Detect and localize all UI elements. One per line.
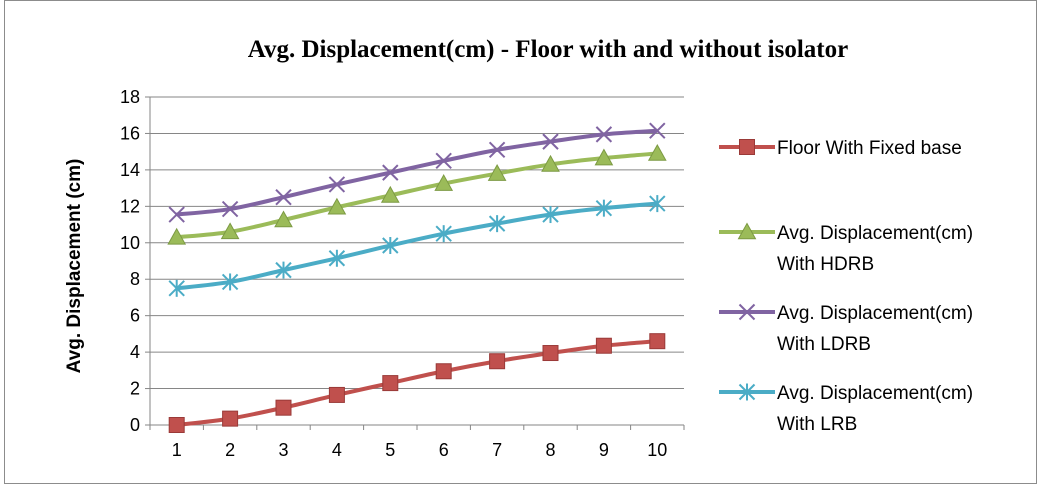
data-point [382,237,399,255]
legend-entry-1: Floor With Fixed base [719,138,962,159]
data-point [220,222,240,240]
data-point [542,345,559,362]
series-3 [168,122,666,223]
data-point [275,189,292,206]
x-tick-label: 10 [647,440,667,460]
data-point [489,353,506,370]
data-point [274,210,293,228]
x-tick-label: 7 [492,440,502,460]
y-tick-label: 10 [120,233,140,253]
x-tick-label: 6 [439,440,449,460]
data-point [435,225,452,243]
chart-title: Avg. Displacement(cm) - Floor with and w… [248,36,848,63]
data-point [434,174,454,191]
legend-label: Avg. Displacement(cm) [777,383,973,404]
legend-entry-3: Avg. Displacement(cm) With LDRB [719,303,973,355]
x-tick-label: 5 [385,440,395,460]
x-tick-label: 4 [332,440,342,460]
data-point [380,185,400,203]
data-point [487,164,507,181]
data-point [541,154,560,172]
data-point [542,133,559,150]
chart-frame: Avg. Displacement(cm) - Floor with and w… [4,0,1037,484]
data-point [435,363,452,380]
data-point [382,375,399,392]
data-point [488,141,506,159]
y-tick-label: 4 [130,342,140,362]
data-point [275,261,292,279]
data-point [595,126,613,143]
series-1 [168,333,666,433]
y-tick-label: 12 [120,196,140,216]
series-line [176,128,658,217]
legend-label: Avg. Displacement(cm) [777,303,973,324]
legend-entry-2: Avg. Displacement(cm) With HDRB [719,222,973,275]
legend-marker [738,303,756,321]
y-tick-label: 18 [120,87,140,107]
data-point [168,417,185,433]
data-point [328,176,346,193]
data-point [222,410,239,427]
legend-marker [737,222,757,240]
x-tick-label: 1 [172,440,182,460]
series-line [176,201,658,291]
series-2 [167,143,667,245]
data-point [649,122,666,139]
y-tick-label: 6 [130,306,140,326]
legend-label: Avg. Displacement(cm) [777,223,973,244]
axes [145,96,685,430]
x-tick-label: 9 [599,440,609,460]
series-line [176,339,658,427]
data-point [488,215,506,233]
data-point [647,143,667,161]
legend-entry-4: Avg. Displacement(cm) With LRB [719,383,973,435]
data-point [275,399,292,416]
legend-label: With LDRB [777,334,871,355]
data-point [221,200,239,218]
y-tick-label: 0 [130,415,140,435]
data-point [649,333,666,350]
data-point [168,279,185,297]
data-point [594,148,614,166]
data-point [327,197,347,215]
legend-marker [738,383,756,401]
data-point [649,195,666,213]
data-point [168,206,185,223]
data-point [328,386,345,403]
legend-marker [739,139,755,155]
data-point [167,227,187,245]
x-tick-label: 8 [545,440,555,460]
series-lines [167,122,667,433]
legend-label: With LRB [777,414,857,435]
legend-label: With HDRB [777,254,874,275]
data-point [382,164,399,181]
data-point [435,152,452,169]
data-point [221,273,239,291]
data-point [328,249,346,267]
data-point [595,199,613,217]
x-tick-label: 3 [278,440,288,460]
y-tick-label: 8 [130,269,140,289]
series-line [176,151,658,240]
y-tick-label: 2 [130,379,140,399]
data-point [595,337,612,354]
legend-label: Floor With Fixed base [777,138,962,159]
x-tick-label: 2 [225,440,235,460]
y-axis-label: Avg. Displacement (cm) [64,159,85,374]
legend: Floor With Fixed base Avg. Displacement(c… [719,138,973,435]
line-chart: Avg. Displacement(cm) - Floor with and w… [64,36,973,460]
y-tick-label: 14 [120,160,140,180]
y-tick-label: 16 [120,123,140,143]
series-4 [168,195,666,297]
data-point [542,206,559,224]
